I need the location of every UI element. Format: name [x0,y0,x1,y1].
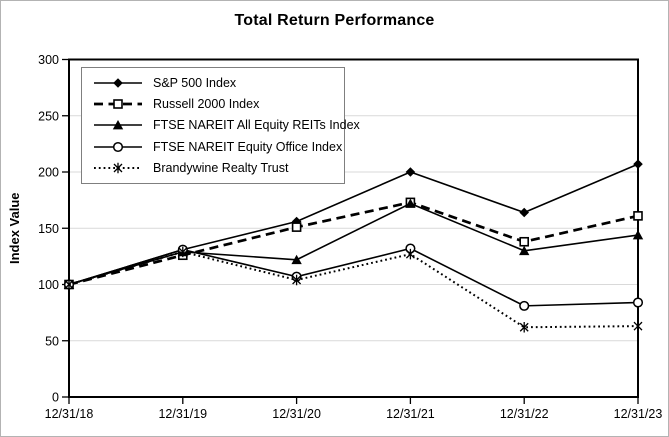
legend-label: FTSE NAREIT Equity Office Index [153,139,343,154]
y-axis-tick-label: 150 [38,222,59,236]
series-line-4 [68,250,639,329]
open-circle-marker [112,141,124,152]
y-axis-tick-label: 0 [52,391,59,405]
y-axis-title: Index Value [7,192,22,264]
filled-triangle-marker [519,245,530,256]
star-marker [405,248,415,260]
legend-item-russell2000: Russell 2000 Index [92,94,338,114]
legend-item-brandywine: Brandywine Realty Trust [92,158,338,178]
legend-label: Brandywine Realty Trust [153,161,289,176]
legend-label: Russell 2000 Index [153,97,260,112]
x-axis-tick-label: 12/31/21 [386,407,435,421]
open-square-marker [113,99,123,109]
sp500-line-marker-icon [94,77,142,88]
x-axis-tick-label: 12/31/19 [158,407,207,421]
filled-diamond-marker [405,167,416,177]
filled-triangle-marker [405,198,416,208]
star-marker [633,320,643,332]
open-square-marker [633,211,643,221]
x-axis-tick-label: 12/31/23 [614,407,663,421]
chart-legend: S&P 500 Index Russell 2000 Index FTSE NA… [81,67,360,184]
legend-item-ftse-nareit-office: FTSE NAREIT Equity Office Index [92,137,342,157]
legend-item-sp500: S&P 500 Index [92,73,338,93]
series-line-1 [68,200,639,286]
x-axis-tick-label: 12/31/22 [500,407,549,421]
open-square-marker [519,236,530,247]
filled-diamond-marker [633,159,643,169]
series-line-2 [68,202,639,286]
filled-diamond-marker [113,77,123,88]
legend-item-ftse-nareit-all-equity: FTSE NAREIT All Equity REITs Index [92,115,360,135]
y-axis-tick-label: 100 [38,278,59,292]
x-axis-tick-label: 12/31/18 [45,407,94,421]
x-axis-tick-label: 12/31/20 [272,407,321,421]
open-square-marker [291,222,302,232]
filled-triangle-marker [112,120,124,130]
star-marker [113,162,123,174]
series-line-3 [68,247,639,307]
ftse-office-line-marker-icon [94,141,142,152]
plot-border [68,58,639,398]
ftse-all-equity-line-marker-icon [94,120,142,130]
legend-label: FTSE NAREIT All Equity REITs Index [153,118,360,133]
y-axis-tick-label: 250 [38,109,59,123]
star-marker [292,274,302,286]
y-axis-tick-label: 50 [45,334,59,348]
y-axis-tick-label: 300 [38,53,59,67]
chart-title: Total Return Performance [234,12,435,29]
open-circle-marker [632,297,644,308]
filled-triangle-marker [291,254,302,265]
star-marker [64,279,74,290]
filled-diamond-marker [519,207,529,218]
filled-triangle-marker [632,230,644,240]
star-marker [519,321,529,333]
legend-label: S&P 500 Index [153,75,237,90]
russell2000-line-marker-icon [94,99,142,109]
y-axis-tick-label: 200 [38,166,59,180]
open-circle-marker [519,300,530,311]
brandywine-line-marker-icon [94,162,142,174]
star-marker [178,246,188,258]
